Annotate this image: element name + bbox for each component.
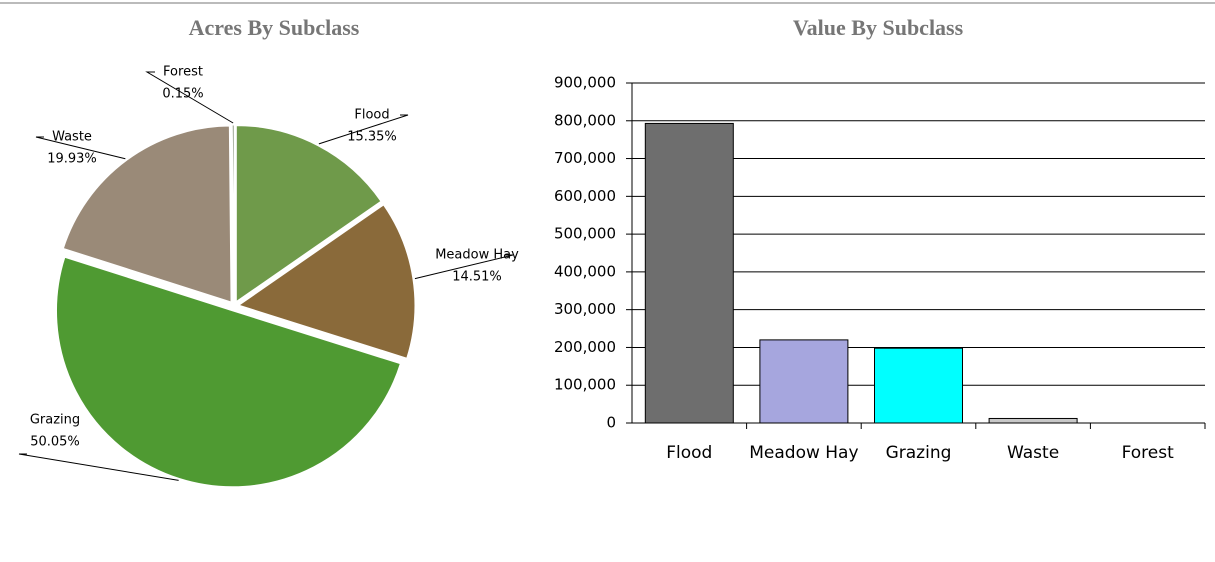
x-tick-label: Flood	[666, 443, 712, 463]
pie-value-label: 14.51%	[452, 270, 502, 285]
leader-line	[318, 114, 409, 145]
y-tick-label: 800,000	[554, 111, 616, 129]
y-tick-label: 900,000	[554, 74, 616, 92]
pie-value-label: 15.35%	[347, 130, 397, 145]
pie-label: Waste	[52, 130, 92, 145]
leader-line	[145, 71, 234, 124]
y-tick-label: 100,000	[554, 376, 616, 394]
x-tick-label: Meadow Hay	[749, 443, 858, 463]
leader-line	[414, 254, 514, 280]
y-tick-label: 500,000	[554, 225, 616, 243]
pie-label: Grazing	[30, 413, 80, 428]
pie-slice	[235, 125, 382, 303]
x-tick-label: Forest	[1122, 443, 1175, 463]
y-tick-label: 200,000	[554, 338, 616, 356]
pie-label: Forest	[163, 65, 203, 80]
pie-slice	[56, 256, 401, 488]
leader-line	[18, 453, 179, 481]
pie-label: Meadow Hay	[435, 248, 519, 263]
bar	[759, 339, 849, 424]
pie-value-label: 50.05%	[30, 435, 80, 450]
y-tick-label: 700,000	[554, 149, 616, 167]
pie-slice	[62, 125, 232, 303]
bar	[988, 417, 1078, 424]
y-tick-label: 300,000	[554, 300, 616, 318]
bar	[644, 122, 734, 424]
pie-value-label: 19.93%	[47, 152, 97, 167]
pie-title: Acres By Subclass	[189, 15, 360, 40]
y-tick-label: 0	[606, 414, 616, 432]
x-tick-label: Waste	[1007, 443, 1059, 463]
leader-line	[35, 136, 126, 160]
pie-slice	[231, 124, 235, 302]
y-tick-label: 600,000	[554, 187, 616, 205]
y-tick-label: 400,000	[554, 262, 616, 280]
pie-slice	[237, 204, 416, 359]
x-tick-label: Grazing	[886, 443, 952, 463]
pie-label: Flood	[354, 108, 389, 123]
pie-value-label: 0.15%	[162, 87, 203, 102]
bar	[874, 347, 963, 424]
bar-title: Value By Subclass	[793, 15, 964, 40]
